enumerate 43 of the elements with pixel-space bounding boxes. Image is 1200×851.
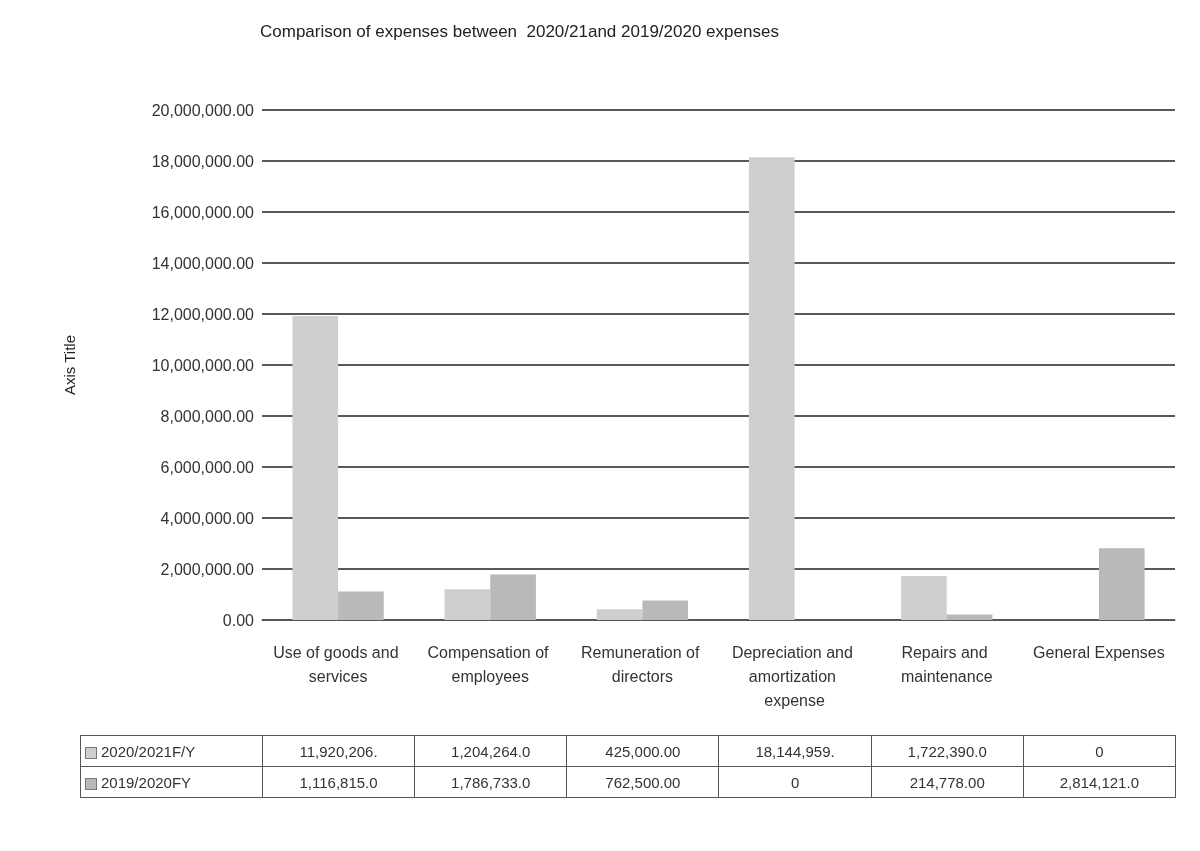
y-tick-label: 4,000,000.00 — [160, 509, 255, 527]
data-label: 18,144,959. — [718, 735, 872, 767]
x-tick-label: General Expenses — [1033, 643, 1165, 661]
y-tick-label: 2,000,000.00 — [160, 560, 255, 578]
data-label: 762,500.00 — [566, 766, 719, 798]
y-axis-title: Axis Title — [61, 334, 78, 396]
bar — [596, 609, 643, 620]
bar — [1098, 548, 1145, 620]
x-tick-label: Remuneration of directors — [581, 643, 704, 685]
chart-title: Comparison of expenses between 2020/21and 2019/2020 expenses — [260, 22, 779, 41]
bar — [490, 574, 536, 620]
y-tick-label: 0.00 — [222, 611, 255, 629]
bar — [292, 316, 339, 620]
y-tick-label: 16,000,000.00 — [151, 203, 255, 221]
data-label: 1,722,390.0 — [871, 735, 1024, 767]
bar — [338, 591, 384, 620]
data-label: 0 — [718, 766, 872, 798]
x-tick-label: Compensation of employees — [427, 643, 553, 685]
y-tick-label: 12,000,000.00 — [151, 305, 255, 323]
data-label: 1,116,815.0 — [262, 766, 415, 798]
legend-label: 2020/2021F/Y — [80, 735, 263, 767]
data-label: 1,204,264.0 — [414, 735, 567, 767]
y-tick-label: 10,000,000.00 — [151, 356, 255, 374]
y-tick-label: 20,000,000.00 — [151, 101, 255, 119]
data-label: 425,000.00 — [566, 735, 719, 767]
x-tick-label: Depreciation and amortization expense — [731, 643, 858, 709]
bar — [901, 576, 947, 620]
bar — [748, 157, 795, 620]
x-tick-label: Repairs and maintenance — [900, 643, 993, 685]
x-tick-label: Use of goods and services — [273, 643, 404, 685]
legend-label: 2019/2020FY — [80, 766, 263, 798]
data-label: 2,814,121.0 — [1023, 766, 1176, 798]
bar — [946, 614, 993, 620]
y-tick-label: 6,000,000.00 — [160, 458, 255, 476]
y-tick-label: 14,000,000.00 — [151, 254, 255, 272]
data-label: 214,778.00 — [871, 766, 1024, 798]
data-label: 11,920,206. — [262, 735, 415, 767]
y-tick-label: 18,000,000.00 — [151, 152, 255, 170]
data-label: 0 — [1023, 735, 1176, 767]
data-label: 1,786,733.0 — [414, 766, 567, 798]
bar — [642, 600, 689, 620]
y-tick-label: 8,000,000.00 — [160, 407, 255, 425]
bar — [444, 589, 491, 620]
